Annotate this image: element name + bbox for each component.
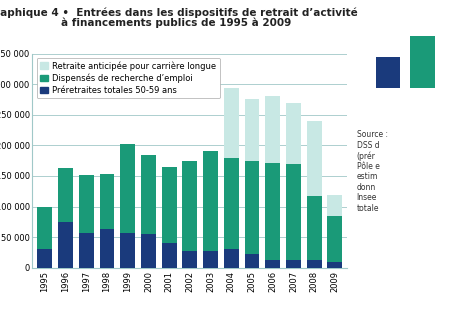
Bar xyxy=(327,195,342,216)
Bar xyxy=(203,152,218,251)
Bar xyxy=(38,207,52,249)
Bar xyxy=(38,249,52,268)
Bar xyxy=(410,36,435,88)
Bar xyxy=(327,262,342,268)
Bar xyxy=(58,222,73,268)
Bar xyxy=(162,167,176,243)
Bar xyxy=(182,161,197,251)
Bar xyxy=(79,175,94,233)
Bar xyxy=(307,261,322,268)
Bar xyxy=(120,144,135,233)
Bar xyxy=(265,260,280,268)
Bar xyxy=(224,249,239,268)
Text: à financements publics de 1995 à 2009: à financements publics de 1995 à 2009 xyxy=(61,17,291,28)
Bar xyxy=(100,229,114,268)
Bar xyxy=(244,161,259,254)
Bar xyxy=(79,233,94,268)
Bar xyxy=(307,122,322,196)
Bar xyxy=(224,158,239,249)
Bar xyxy=(375,57,400,88)
Bar xyxy=(265,96,280,163)
Bar xyxy=(286,102,301,164)
Bar xyxy=(244,100,259,161)
Bar xyxy=(203,251,218,268)
Text: raphique 4 •  Entrées dans les dispositifs de retrait d’activité: raphique 4 • Entrées dans les dispositif… xyxy=(0,8,357,18)
Bar xyxy=(327,216,342,262)
Bar xyxy=(265,163,280,260)
Bar xyxy=(224,89,239,158)
Bar xyxy=(307,196,322,261)
Bar xyxy=(100,174,114,229)
Legend: Retraite anticipée pour carrière longue, Dispensés de recherche d’emploi, Préret: Retraite anticipée pour carrière longue,… xyxy=(37,58,220,98)
Bar xyxy=(120,233,135,268)
Bar xyxy=(244,254,259,268)
Bar xyxy=(141,155,156,234)
Text: Source :
DSS d
(prér
Pôle e
estim
donn
Insee
totale: Source : DSS d (prér Pôle e estim donn I… xyxy=(357,130,388,213)
Bar xyxy=(286,164,301,261)
Bar xyxy=(286,261,301,268)
Bar xyxy=(141,234,156,268)
Bar xyxy=(182,251,197,268)
Bar xyxy=(162,243,176,268)
Bar xyxy=(58,168,73,222)
